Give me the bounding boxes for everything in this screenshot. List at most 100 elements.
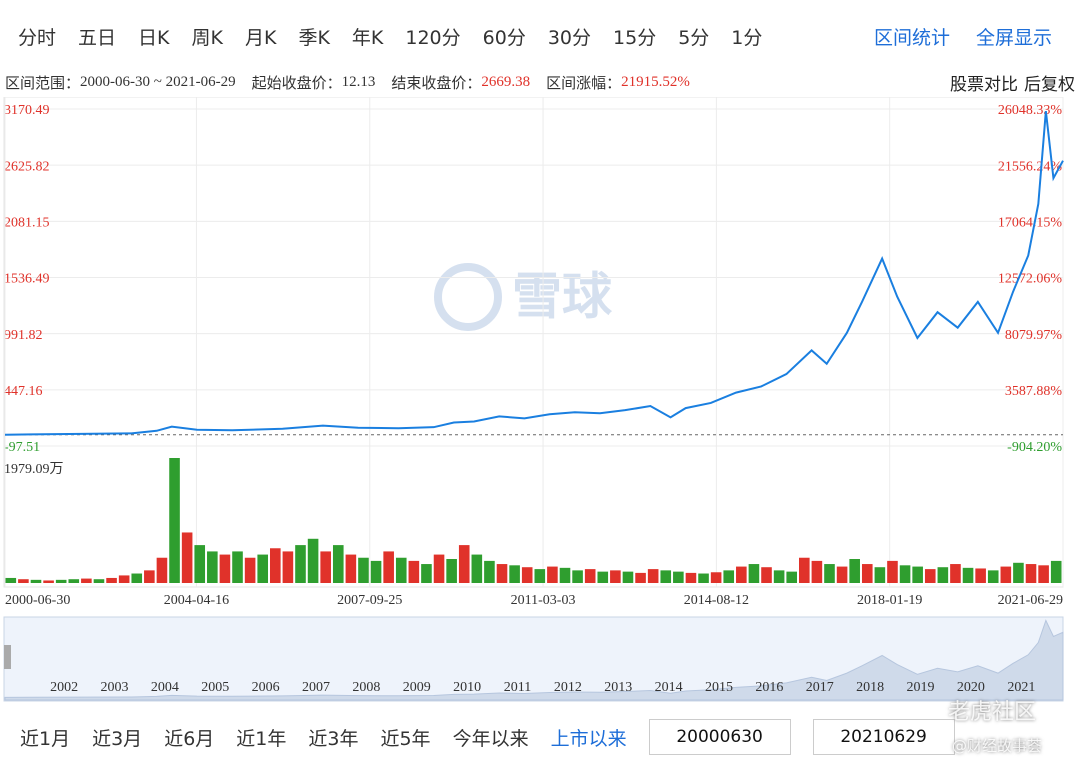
- volume-bar: [950, 564, 961, 583]
- volume-bar: [849, 558, 860, 583]
- tab[interactable]: 5分: [678, 26, 710, 49]
- tab[interactable]: 季K: [298, 26, 330, 49]
- x-tick-label: 2018-01-19: [857, 593, 922, 608]
- volume-bar: [320, 551, 331, 583]
- volume-bar: [458, 545, 470, 583]
- price-line: [4, 111, 1064, 436]
- navigator-year: 2009: [403, 680, 431, 695]
- value: 2669.38: [481, 73, 531, 90]
- volume-bar: [799, 557, 810, 583]
- range-option[interactable]: 近1年: [236, 727, 287, 750]
- volume-bar: [207, 551, 218, 583]
- volume-bar: [836, 566, 848, 583]
- volume-bar: [773, 570, 785, 583]
- y2-tick-label: 17064.15%: [998, 216, 1063, 231]
- volume-bar: [874, 567, 886, 583]
- volume-bar: [433, 554, 445, 583]
- volume-bar: [30, 579, 42, 583]
- y2-tick-label: -904.20%: [1007, 440, 1062, 455]
- action[interactable]: 后复权: [1024, 74, 1075, 94]
- volume-bar: [395, 557, 407, 583]
- range-option[interactable]: 近6月: [164, 727, 215, 750]
- navigator-year: 2006: [252, 680, 280, 695]
- volume-bar: [937, 567, 949, 583]
- navigator-year: 2019: [907, 680, 935, 695]
- action[interactable]: 股票对比: [950, 74, 1018, 95]
- volume-bar: [1000, 566, 1012, 583]
- range-option[interactable]: 近1月: [20, 727, 71, 750]
- handle[interactable]: [4, 645, 11, 669]
- x-tick-label: 2011-03-03: [511, 593, 576, 608]
- volume-bar: [761, 567, 772, 583]
- x-tick-label: 2004-04-16: [164, 593, 229, 608]
- range-option[interactable]: 近5年: [380, 727, 431, 750]
- range-option[interactable]: 上市以来: [550, 727, 627, 750]
- volume-bar: [1025, 564, 1037, 583]
- volume-bar: [408, 560, 420, 583]
- info-bar: 区间范围： 2000-06-30 ~ 2021-06-29 起始收盘价： 12.13…: [5, 70, 1075, 95]
- volume-bar: [660, 570, 672, 583]
- tab[interactable]: 60分: [482, 26, 526, 49]
- navigator-area: [4, 619, 1064, 701]
- volume-bar: [118, 575, 130, 583]
- volume-bar: [156, 557, 168, 583]
- volume-bar: [446, 558, 457, 583]
- volume-bar: [484, 560, 495, 583]
- tab-action[interactable]: 区间统计: [873, 26, 950, 49]
- volume-bar: [685, 572, 697, 583]
- volume-bar: [81, 578, 92, 583]
- tab[interactable]: 15分: [613, 26, 657, 49]
- overlay-text: @财经故事荟: [952, 737, 1043, 755]
- tab[interactable]: 分时: [18, 26, 57, 49]
- volume-bar: [861, 564, 873, 583]
- tab[interactable]: 1分: [731, 26, 763, 49]
- tab[interactable]: 120分: [405, 26, 461, 49]
- volume-bar: [295, 545, 306, 583]
- volume-bar: [421, 564, 432, 583]
- y-tick-label: 2625.82: [4, 159, 50, 174]
- watermark: 雪球: [512, 268, 613, 326]
- label: 区间范围：: [5, 75, 81, 92]
- volume-bar: [987, 570, 999, 583]
- y-tick-label: 1536.49: [4, 272, 50, 287]
- volume-bar: [5, 577, 17, 583]
- navigator-year: 2012: [554, 680, 582, 695]
- range-option[interactable]: 近3月: [92, 727, 143, 750]
- volume-bar: [673, 571, 684, 583]
- tab[interactable]: 日K: [138, 26, 170, 49]
- y-tick-label: 447.16: [4, 384, 43, 399]
- logo: [434, 263, 502, 331]
- volume-bar: [471, 554, 483, 583]
- navigator-year: 2008: [352, 680, 380, 695]
- volume-bar: [559, 567, 571, 583]
- x-tick-label: 2021-06-29: [998, 593, 1063, 608]
- navigator-year: 2011: [504, 680, 531, 695]
- range-option[interactable]: 近3年: [308, 727, 359, 750]
- label: 区间涨幅：: [546, 75, 622, 92]
- tab[interactable]: 周K: [191, 26, 223, 49]
- range-option[interactable]: 今年以来: [452, 727, 529, 750]
- y2-tick-label: 21556.24%: [998, 159, 1063, 174]
- label: 结束收盘价：: [391, 75, 482, 92]
- volume-bar: [698, 573, 709, 583]
- tab[interactable]: 年K: [351, 26, 384, 49]
- date-input[interactable]: 20210629: [812, 719, 955, 755]
- y-tick-label: 3170.49: [4, 103, 50, 118]
- tab[interactable]: 月K: [244, 26, 277, 49]
- volume-bar: [332, 545, 344, 583]
- label: 起始收盘价：: [251, 75, 342, 92]
- plot-frame: [3, 97, 1064, 588]
- y-tick-label: 991.82: [4, 328, 43, 343]
- navigator-year: 2005: [201, 680, 229, 695]
- tab-action[interactable]: 全屏显示: [975, 26, 1052, 49]
- volume-bar: [68, 579, 80, 583]
- volume-bar: [572, 570, 583, 583]
- volume-bar: [244, 557, 256, 583]
- volume-bar: [647, 569, 659, 583]
- tab[interactable]: 30分: [547, 26, 592, 49]
- volume-bar: [169, 458, 180, 583]
- date-input[interactable]: 20000630: [648, 719, 791, 755]
- volume-bar: [106, 577, 117, 583]
- tab[interactable]: 五日: [78, 26, 117, 49]
